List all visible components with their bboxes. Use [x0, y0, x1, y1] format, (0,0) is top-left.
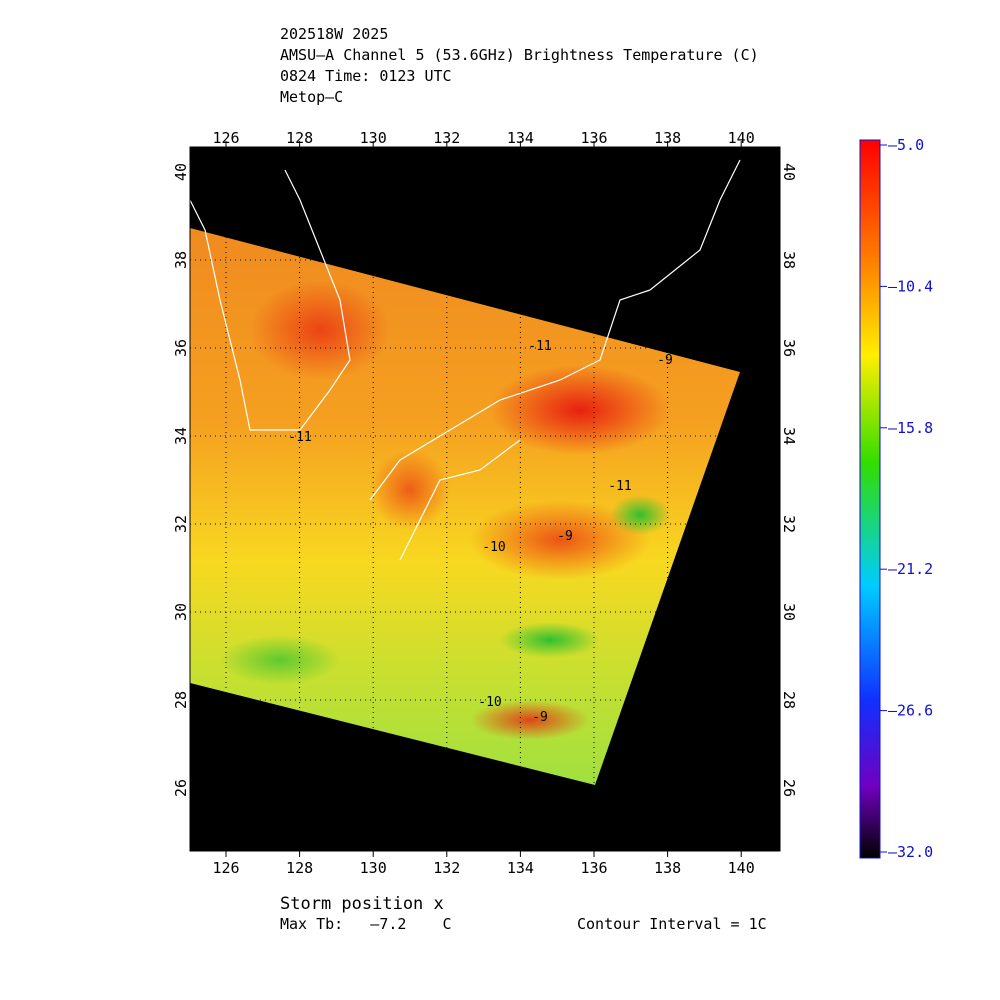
- lat-label-left: 36: [172, 339, 190, 357]
- graticule: [190, 147, 780, 851]
- lat-label-right: 34: [780, 427, 798, 445]
- lon-label-bottom: 130: [360, 859, 387, 877]
- contour-label: -9: [657, 353, 673, 368]
- lat-label-left: 26: [172, 779, 190, 797]
- lat-label-left: 34: [172, 427, 190, 445]
- contour-label: -11: [608, 479, 631, 494]
- colorbar-label: –10.4: [888, 277, 933, 295]
- contour-label: -10: [482, 540, 505, 555]
- lat-label-right: 36: [780, 339, 798, 357]
- colorbar-label: –21.2: [888, 560, 933, 578]
- contour-label: -9: [557, 529, 573, 544]
- header-line: 0824 Time: 0123 UTC: [280, 67, 452, 85]
- contour-label: -11: [528, 339, 551, 354]
- lat-label-right: 30: [780, 603, 798, 621]
- lon-label-bottom: 128: [286, 859, 313, 877]
- lat-label-right: 26: [780, 779, 798, 797]
- lon-label-top: 126: [212, 129, 239, 147]
- lon-label-bottom: 134: [507, 859, 534, 877]
- lat-label-left: 40: [172, 163, 190, 181]
- lon-label-bottom: 138: [654, 859, 681, 877]
- coastline: [189, 159, 741, 561]
- header-line: Metop–C: [280, 88, 343, 106]
- lon-label-top: 130: [360, 129, 387, 147]
- lon-label-bottom: 136: [580, 859, 607, 877]
- lat-label-right: 40: [780, 163, 798, 181]
- colorbar-label: –32.0: [888, 843, 933, 861]
- contour-interval: Contour Interval = 1C: [577, 915, 767, 933]
- header-line: 202518W 2025: [280, 25, 388, 43]
- lon-label-bottom: 126: [212, 859, 239, 877]
- colorbar: [859, 139, 881, 859]
- lat-label-left: 32: [172, 515, 190, 533]
- lat-label-left: 38: [172, 251, 190, 269]
- lon-label-bottom: 132: [433, 859, 460, 877]
- header: 202518W 2025 AMSU–A Channel 5 (53.6GHz) B…: [280, 25, 759, 106]
- contour-label: -11: [288, 430, 311, 445]
- storm-position: Storm position x: [280, 894, 444, 914]
- header-line: AMSU–A Channel 5 (53.6GHz) Brightness Te…: [280, 46, 759, 64]
- lat-label-left: 28: [172, 691, 190, 709]
- warm-areas: [220, 280, 670, 740]
- contour-label: -9: [532, 710, 548, 725]
- lon-label-top: 134: [507, 129, 534, 147]
- colorbar-label: –26.6: [888, 702, 933, 720]
- lon-label-top: 138: [654, 129, 681, 147]
- lon-label-top: 136: [580, 129, 607, 147]
- colorbar-label: –5.0: [888, 136, 924, 154]
- lon-label-top: 132: [433, 129, 460, 147]
- map-frame: [189, 146, 781, 852]
- colorbar-label: –15.8: [888, 419, 933, 437]
- lat-label-left: 30: [172, 603, 190, 621]
- labels: 126 126 128 128 130 130 132 132 134 134 136 136 138 1…: [172, 129, 933, 877]
- lon-label-top: 128: [286, 129, 313, 147]
- max-tb: Max Tb: –7.2 C: [280, 915, 452, 933]
- lon-label-bottom: 140: [728, 859, 755, 877]
- contour-label: -10: [478, 695, 501, 710]
- lat-label-right: 28: [780, 691, 798, 709]
- lat-label-right: 32: [780, 515, 798, 533]
- lon-label-top: 140: [728, 129, 755, 147]
- lat-label-right: 38: [780, 251, 798, 269]
